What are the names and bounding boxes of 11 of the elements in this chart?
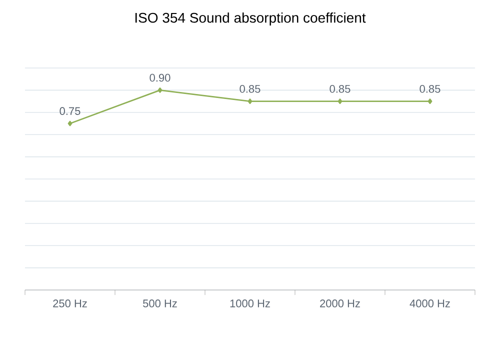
data-label: 0.90 <box>150 74 170 82</box>
data-label: 0.75 <box>60 107 80 115</box>
x-tick-label: 250 Hz <box>53 300 87 308</box>
data-label: 0.85 <box>330 84 350 93</box>
x-tick-label: 500 Hz <box>143 300 177 308</box>
x-tick-label: 1000 Hz <box>230 300 270 308</box>
data-label: 0.85 <box>420 84 440 93</box>
chart-title: ISO 354 Sound absorption coefficient <box>135 12 366 26</box>
data-label: 0.85 <box>240 84 260 93</box>
x-tick-label: 2000 Hz <box>320 300 360 308</box>
x-tick-label: 4000 Hz <box>410 300 450 308</box>
